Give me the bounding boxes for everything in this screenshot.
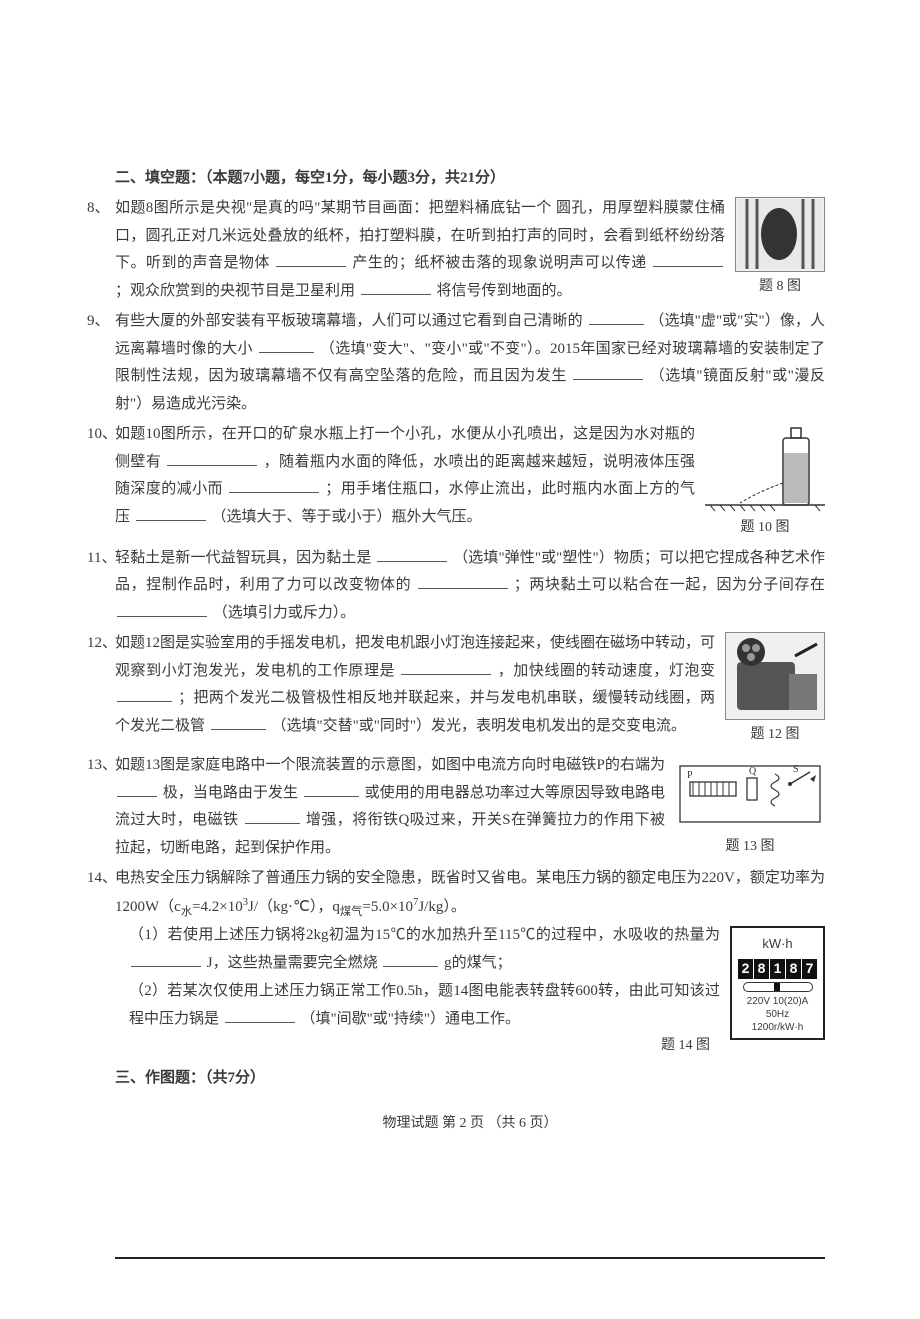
q12-number: 12、 (87, 630, 117, 658)
q13-blank-2[interactable] (304, 780, 359, 797)
q8-blank-2[interactable] (653, 251, 723, 268)
q14-text-1d: =5.0×10 (362, 899, 413, 915)
figure-10: 题 10 图 (705, 423, 825, 541)
q13-text-1: 如题13图是家庭电路中一个限流装置的示意图，如图中电流方向时电磁铁P的右端为 (115, 757, 665, 773)
q13-number: 13、 (87, 752, 117, 780)
q9-blank-3[interactable] (573, 364, 643, 381)
q10-number: 10、 (87, 421, 117, 449)
q13-blank-3[interactable] (245, 808, 300, 825)
q11-blank-3[interactable] (117, 601, 207, 618)
question-14: 14、 电热安全压力锅解除了普通压力锅的安全隐患，既省时又省电。某电压力锅的额定… (115, 865, 825, 1059)
section-3-title: 三、作图题：（共7分） (115, 1065, 825, 1093)
q8-number: 8、 (87, 195, 110, 223)
q9-blank-1[interactable] (589, 308, 644, 325)
figure-10-caption: 题 10 图 (705, 515, 825, 541)
q14-s1a: （1）若使用上述压力锅将2kg初温为15℃的水加热升至115℃的过程中，水吸收的… (129, 927, 720, 943)
svg-text:P: P (687, 770, 693, 781)
meter-spec-2: 1200r/kW·h (735, 1021, 820, 1034)
meter-digit-3: 8 (786, 959, 801, 979)
q14-text-1e: J/kg）。 (418, 899, 466, 915)
section-2-title: 二、填空题：（本题7小题，每空1分，每小题3分，共21分） (115, 165, 825, 193)
figure-12-caption: 题 12 图 (725, 722, 825, 748)
q14-blank-2[interactable] (383, 951, 438, 968)
svg-text:S: S (793, 764, 799, 775)
question-13: P Q S 题 13 图 13、 如题13图是家庭电路中一个限流装置的示意图，如… (115, 752, 825, 863)
figure-14-caption: 题 14 图 (661, 1033, 710, 1059)
question-8: 题 8 图 8、 如题8图所示是央视"是真的吗"某期节目画面：把塑料桶底钻一个 … (115, 195, 825, 306)
svg-text:Q: Q (749, 766, 757, 777)
figure-14-meter: kW·h 2 8 1 8 7 220V 10(20)A 50Hz 1200r/k… (730, 926, 825, 1040)
q11-blank-1[interactable] (377, 545, 447, 562)
q11-number: 11、 (87, 545, 116, 573)
q14-sub-2: （2）若某次仅使用上述压力锅正常工作0.5h，题14图电能表转盘转600转，由此… (115, 978, 825, 1034)
page-footer: 物理试题 第 2 页 （共 6 页） (115, 1111, 825, 1137)
figure-10-image (705, 423, 825, 513)
q12-blank-1[interactable] (401, 658, 491, 675)
q14-blank-3[interactable] (225, 1006, 295, 1023)
figure-13: P Q S 题 13 图 (675, 754, 825, 860)
figure-12: 题 12 图 (725, 632, 825, 748)
q11-text-3: ；两块黏土可以粘合在一起，因为分子间存在 (514, 577, 825, 593)
q11-text-4: （选填引力或斥力）。 (213, 605, 356, 621)
q10-blank-3[interactable] (136, 505, 206, 522)
meter-digit-4: 7 (802, 959, 817, 979)
q9-number: 9、 (87, 308, 110, 336)
q14-sub-1: （1）若使用上述压力锅将2kg初温为15℃的水加热升至115℃的过程中，水吸收的… (115, 922, 825, 978)
meter-unit: kW·h (735, 932, 820, 956)
q14-number: 14、 (87, 865, 117, 893)
q12-text-4: （选填"交替"或"同时"）发光，表明发电机发出的是交变电流。 (272, 718, 687, 734)
meter-spec-1: 220V 10(20)A 50Hz (735, 995, 820, 1021)
q14-text-1c: J/（kg·℃），q (248, 899, 340, 915)
q14-s1c: g的煤气； (444, 955, 512, 971)
figure-13-caption: 题 13 图 (675, 834, 825, 860)
meter-digit-2: 1 (770, 959, 785, 979)
figure-8-caption: 题 8 图 (735, 274, 825, 300)
divider-line (115, 1257, 825, 1259)
meter-digits: 2 8 1 8 7 (735, 959, 820, 979)
q8-blank-1[interactable] (276, 251, 346, 268)
q14-text-1b: =4.2×10 (192, 899, 243, 915)
q10-text-4: （选填大于、等于或小于）瓶外大气压。 (212, 509, 482, 525)
question-9: 9、 有些大厦的外部安装有平板玻璃幕墙，人们可以通过它看到自己清晰的 （选填"虚… (115, 308, 825, 419)
question-12: 题 12 图 12、 如题12图是实验室用的手摇发电机，把发电机跟小灯泡连接起来… (115, 630, 825, 750)
q14-s2b: （填"间歇"或"持续"）通电工作。 (301, 1011, 521, 1027)
figure-8-image (735, 197, 825, 272)
q9-text-1: 有些大厦的外部安装有平板玻璃幕墙，人们可以通过它看到自己清晰的 (115, 313, 583, 329)
q9-blank-2[interactable] (259, 336, 314, 353)
q8-blank-3[interactable] (361, 279, 431, 296)
meter-digit-1: 8 (754, 959, 769, 979)
q8-text-4: 将信号传到地面的。 (437, 283, 572, 299)
q11-text-1: 轻黏土是新一代益智玩具，因为黏土是 (115, 550, 372, 566)
q8-text-3: ；观众欣赏到的央视节目是卫星利用 (115, 283, 355, 299)
figure-13-image: P Q S (675, 754, 825, 832)
figure-8: 题 8 图 (735, 197, 825, 300)
q10-blank-2[interactable] (229, 477, 319, 494)
question-10: 题 10 图 10、 如题10图所示，在开口的矿泉水瓶上打一个小孔，水便从小孔喷… (115, 421, 825, 543)
q10-blank-1[interactable] (167, 449, 257, 466)
meter-digit-0: 2 (738, 959, 753, 979)
q13-blank-1[interactable] (117, 780, 157, 797)
figure-12-image (725, 632, 825, 720)
q12-text-2: ，加快线圈的转动速度，灯泡变 (498, 663, 715, 679)
meter-disk-icon (743, 982, 813, 992)
q12-blank-2[interactable] (117, 686, 172, 703)
q14-blank-1[interactable] (131, 951, 201, 968)
question-11: 11、 轻黏土是新一代益智玩具，因为黏土是 （选填"弹性"或"塑性"）物质；可以… (115, 545, 825, 628)
q13-text-2: 极，当电路由于发生 (163, 785, 298, 801)
q11-blank-2[interactable] (418, 573, 508, 590)
q14-s1b: J，这些热量需要完全燃烧 (207, 955, 378, 971)
q8-text-2: 产生的；纸杯被击落的现象说明声可以传递 (352, 255, 646, 271)
q12-blank-3[interactable] (211, 714, 266, 731)
